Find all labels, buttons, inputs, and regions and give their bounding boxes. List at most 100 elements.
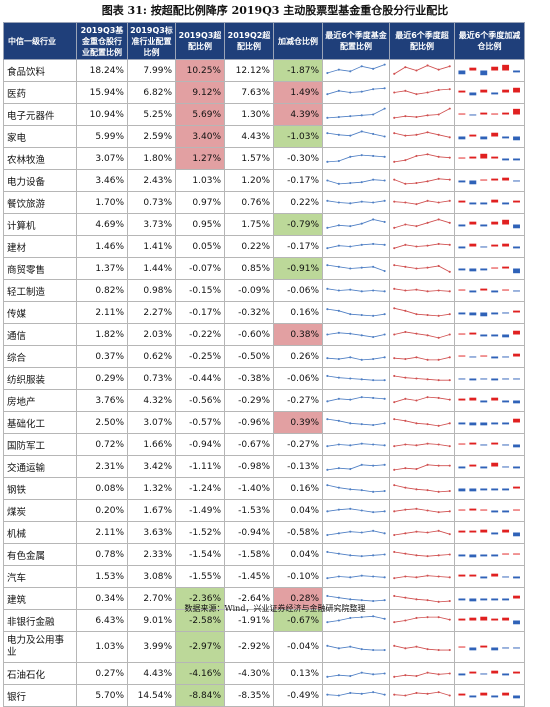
change-bar [480,202,488,205]
sparkline-allocation [322,81,390,104]
sparkline-point [349,377,352,380]
sparkline-series [327,691,385,696]
sparkline-point [360,489,363,492]
q2-overweight-cell: -1.53% [224,499,274,522]
sparkline-change-bars [454,103,525,126]
sparkline-point [383,397,386,400]
change-bar [469,156,477,159]
change-bar [513,378,520,380]
sparkline-point [349,70,352,73]
change-cell: -0.17% [273,235,323,258]
fund-allocation-cell: 1.82% [76,323,128,346]
change-bar [480,312,488,317]
change-bar [513,268,520,274]
change-bar [480,334,488,337]
q2-overweight-cell: -1.45% [224,565,274,588]
sparkline-point [393,401,396,404]
sparkline-point [404,467,407,470]
change-bar [502,289,510,291]
q3-overweight-cell: -0.25% [175,345,225,368]
change-bar [458,312,466,315]
sparkline-change-bars [454,147,525,170]
change-bar [502,243,510,247]
change-bar [513,647,520,648]
change-cell: 0.04% [273,543,323,566]
change-bar [458,268,466,271]
change-cell: -0.06% [273,367,323,390]
change-bar [502,334,510,338]
sparkline-point [437,218,440,221]
change-bar [502,647,510,648]
sparkline-series [327,356,385,361]
sparkline-point [415,467,418,471]
change-bar [469,464,477,467]
sparkline-series [394,288,450,292]
change-bar [502,356,510,358]
standard-allocation-cell: 14.54% [127,684,176,707]
sparkline-point [383,356,386,359]
sparkline-point [448,313,451,316]
sparkline-point [437,511,440,514]
change-bar [458,180,466,183]
sparkline-overweight [389,389,455,412]
sparkline-point [448,107,451,110]
standard-allocation-cell: 7.99% [127,59,176,82]
change-bar [480,355,488,357]
fund-allocation-cell: 3.07% [76,147,128,170]
standard-allocation-cell: 1.67% [127,499,176,522]
table-row: 建材 1.46% 1.41% 0.05% 0.22% -0.17% [3,235,525,258]
sparkline-series [394,331,450,339]
sparkline-point [415,691,418,695]
sparkline-point [360,65,363,68]
change-bar [458,157,466,159]
sparkline-point [437,529,440,532]
fund-allocation-cell: 0.37% [76,345,128,368]
change-bar [502,378,510,380]
sparkline-point [326,550,329,554]
change-bar [458,200,466,203]
standard-allocation-cell: 2.03% [127,323,176,346]
sparkline-point [349,467,352,471]
change-cell: -0.58% [273,521,323,544]
sparkline-point [426,114,429,117]
sparkline-point [404,357,407,361]
sparkline-point [360,181,363,184]
sparkline-point [326,160,329,163]
change-bar [469,356,477,358]
sparkline-point [393,333,396,336]
change-bar [513,486,520,489]
sparkline-point [337,694,340,697]
sparkline-allocation [322,147,390,170]
sparkline-point [360,555,363,558]
sparkline-series [394,307,450,317]
sparkline-point [326,675,329,678]
figure-title: 图表 31: 按超配比例降序 2019Q3 主动股票型基金重仓股分行业配比 [0,2,550,18]
sparkline-series [327,464,385,471]
sparkline-allocation [322,543,390,566]
q2-overweight-cell: -0.60% [224,323,274,346]
q3-overweight-cell: -0.07% [175,257,225,280]
change-bar [491,647,499,650]
sparkline-series [327,308,385,317]
change-bar [469,671,477,674]
sparkline-point [372,289,375,292]
sparkline-change-bars [454,301,525,324]
sparkline-point [415,288,418,291]
q3-overweight-cell: -8.84% [175,684,225,707]
fund-allocation-cell: 0.29% [76,367,128,390]
change-bar [458,70,466,75]
sparkline-point [437,88,440,92]
sparkline-point [448,88,451,91]
sparkline-series [327,154,385,163]
change-cell: -1.87% [273,59,323,82]
sparkline-point [437,264,440,268]
sparkline-point [326,357,329,360]
sparkline-change-bars [454,565,525,588]
sparkline-point [349,576,352,579]
standard-allocation-cell: 4.32% [127,389,176,412]
sparkline-series [327,575,385,579]
q3-overweight-cell: -1.24% [175,477,225,500]
standard-allocation-cell: 3.99% [127,631,176,663]
sparkline-point [437,600,440,603]
sparkline-point [349,645,352,648]
